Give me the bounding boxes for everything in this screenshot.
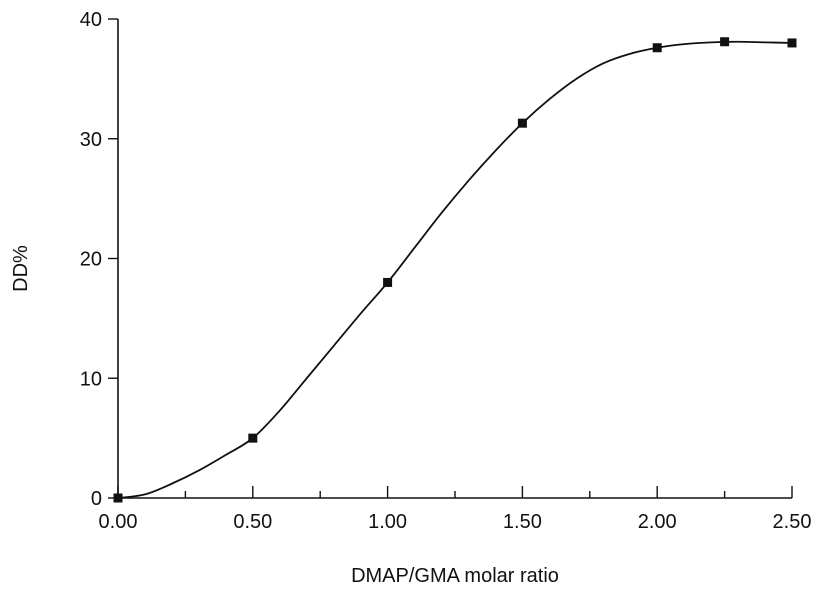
- data-point: [720, 37, 730, 47]
- data-point: [113, 493, 123, 503]
- x-tick-label: 0.00: [99, 511, 138, 533]
- x-tick-label: 2.00: [638, 511, 677, 533]
- data-point: [248, 433, 258, 443]
- y-axis-title: DD%: [10, 245, 32, 292]
- x-tick-label: 1.50: [503, 511, 542, 533]
- x-tick-label: 2.50: [773, 511, 812, 533]
- x-axis-title: DMAP/GMA molar ratio: [351, 565, 559, 587]
- y-tick-label: 30: [80, 129, 102, 151]
- y-tick-label: 40: [80, 9, 102, 31]
- data-point: [652, 43, 662, 53]
- data-point: [383, 277, 393, 287]
- y-tick-label: 20: [80, 249, 102, 271]
- data-markers: [113, 37, 797, 503]
- y-tick-label: 0: [91, 488, 102, 510]
- data-point: [517, 118, 527, 128]
- ticks: [108, 18, 793, 499]
- tick-labels: 0 10 20 30 40 0.00 0.50 1.00 1.50 2.00 2.50: [80, 9, 812, 533]
- x-tick-label: 1.00: [368, 511, 407, 533]
- data-point: [787, 38, 797, 48]
- fit-curve-line: [117, 40, 793, 499]
- axes: [117, 19, 792, 499]
- y-tick-label: 10: [80, 368, 102, 390]
- x-tick-label: 0.50: [233, 511, 272, 533]
